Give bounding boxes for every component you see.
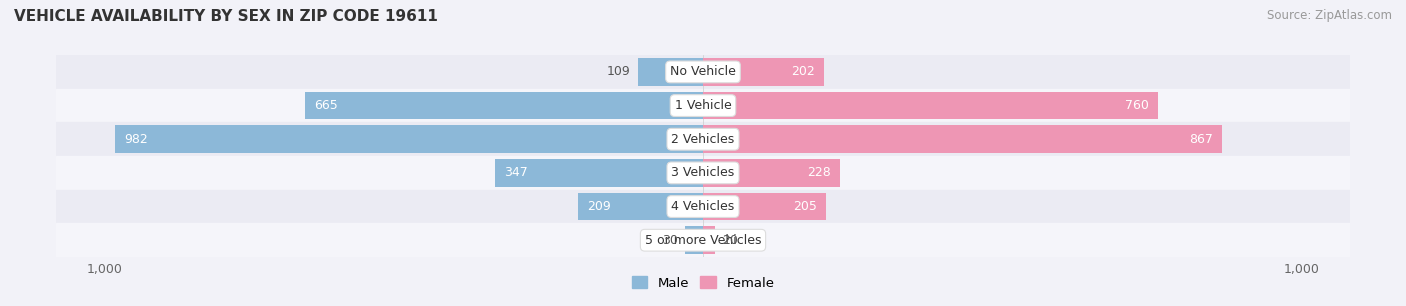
Bar <box>685 226 703 254</box>
Text: 1 Vehicle: 1 Vehicle <box>675 99 731 112</box>
Text: 209: 209 <box>586 200 610 213</box>
Bar <box>56 223 1350 257</box>
Bar <box>703 159 839 187</box>
Text: Source: ZipAtlas.com: Source: ZipAtlas.com <box>1267 9 1392 22</box>
Bar <box>56 122 1350 156</box>
Text: 665: 665 <box>314 99 337 112</box>
Bar <box>305 92 703 119</box>
Bar <box>703 193 825 220</box>
Bar <box>703 226 716 254</box>
Bar <box>703 125 1222 153</box>
Bar <box>56 156 1350 190</box>
Bar <box>115 125 703 153</box>
Text: 760: 760 <box>1125 99 1149 112</box>
Bar <box>495 159 703 187</box>
Bar <box>56 190 1350 223</box>
Text: VEHICLE AVAILABILITY BY SEX IN ZIP CODE 19611: VEHICLE AVAILABILITY BY SEX IN ZIP CODE … <box>14 9 437 24</box>
Text: 3 Vehicles: 3 Vehicles <box>672 166 734 179</box>
Bar <box>56 89 1350 122</box>
Bar <box>703 58 824 86</box>
Text: 867: 867 <box>1189 133 1213 146</box>
Text: 109: 109 <box>607 65 630 78</box>
Text: 5 or more Vehicles: 5 or more Vehicles <box>645 234 761 247</box>
Bar <box>638 58 703 86</box>
Text: 982: 982 <box>124 133 148 146</box>
Text: No Vehicle: No Vehicle <box>671 65 735 78</box>
Text: 2 Vehicles: 2 Vehicles <box>672 133 734 146</box>
Text: 202: 202 <box>792 65 815 78</box>
Text: 228: 228 <box>807 166 831 179</box>
Text: 205: 205 <box>793 200 817 213</box>
Bar <box>56 55 1350 89</box>
Text: 347: 347 <box>505 166 527 179</box>
Text: 20: 20 <box>723 234 738 247</box>
Legend: Male, Female: Male, Female <box>626 271 780 295</box>
Bar <box>578 193 703 220</box>
Text: 4 Vehicles: 4 Vehicles <box>672 200 734 213</box>
Text: 30: 30 <box>662 234 678 247</box>
Bar <box>703 92 1159 119</box>
